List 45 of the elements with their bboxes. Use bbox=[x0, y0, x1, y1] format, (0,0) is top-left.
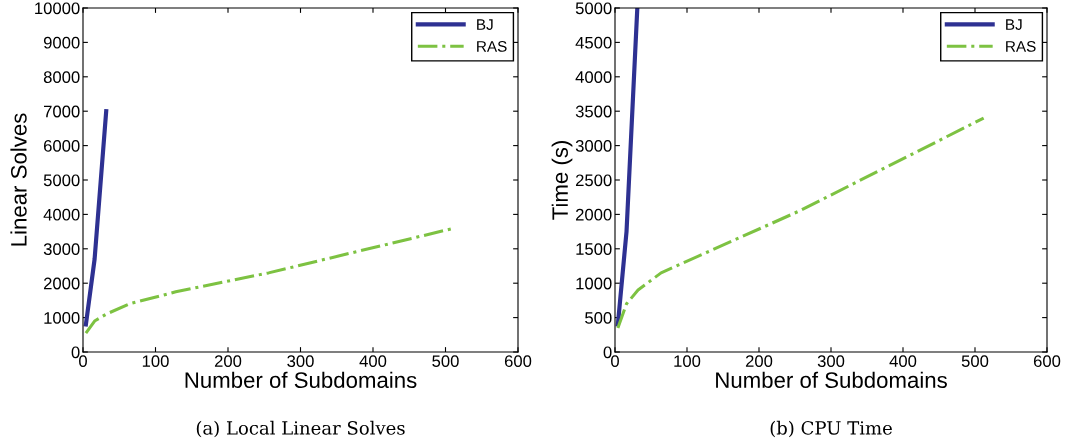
y-tick-label: 4000 bbox=[575, 71, 612, 83]
x-tick-label: 100 bbox=[142, 355, 169, 368]
y-tick-label: 5000 bbox=[575, 2, 612, 15]
y-tick-label: 3500 bbox=[575, 105, 612, 118]
y-tick-label: 2000 bbox=[43, 277, 80, 290]
line-series bbox=[616, 116, 986, 330]
text: (b) CPU Time bbox=[770, 420, 892, 438]
y-axis-title: Linear Solves bbox=[10, 113, 27, 246]
y-tick-label: 0 bbox=[71, 346, 80, 359]
y-axis-title: Time (s) bbox=[551, 141, 573, 220]
y-tick-label: 1000 bbox=[576, 277, 612, 290]
x-tick-label: 300 bbox=[287, 355, 314, 368]
x-tick-label: 400 bbox=[359, 355, 387, 368]
y-tick-label: 6000 bbox=[44, 140, 80, 152]
x-tick-label: 500 bbox=[432, 355, 459, 368]
x-tick-label: 200 bbox=[214, 355, 242, 368]
y-tick-label: 3000 bbox=[43, 243, 80, 255]
x-tick-label: 300 bbox=[817, 355, 845, 368]
text: (a) Local Linear Solves bbox=[196, 420, 405, 438]
y-tick-label: 500 bbox=[585, 312, 612, 324]
x-axis-title: Number of Subdomains bbox=[185, 371, 417, 389]
x-tick-label: 200 bbox=[745, 355, 773, 368]
x-tick-label: 400 bbox=[889, 355, 917, 368]
x-tick-label: 600 bbox=[504, 355, 532, 368]
x-axis-title: Number of Subdomains bbox=[716, 371, 947, 389]
legend-label: BJ bbox=[477, 19, 493, 30]
legend-label: RAS bbox=[477, 40, 507, 52]
x-tick-label: 600 bbox=[1033, 355, 1061, 368]
x-tick-label: 100 bbox=[674, 355, 701, 368]
y-tick-label: 4500 bbox=[575, 36, 612, 49]
y-tick-label: 9000 bbox=[43, 36, 80, 49]
y-tick-label: 4000 bbox=[43, 208, 80, 221]
y-tick-label: 1500 bbox=[576, 243, 612, 255]
y-tick-label: 2000 bbox=[575, 208, 612, 221]
legend-label: RAS bbox=[1006, 40, 1036, 52]
x-tick-label: 500 bbox=[961, 355, 989, 368]
y-tick-label: 3000 bbox=[575, 140, 612, 152]
y-tick-label: 2500 bbox=[575, 174, 612, 187]
y-tick-label: 7000 bbox=[44, 105, 80, 118]
y-tick-label: 0 bbox=[603, 346, 612, 359]
y-tick-label: 5000 bbox=[43, 174, 80, 187]
legend-label: BJ bbox=[1006, 19, 1022, 30]
y-tick-label: 8000 bbox=[43, 71, 80, 83]
y-tick-label: 1000 bbox=[44, 312, 80, 324]
y-tick-label: 10000 bbox=[35, 2, 80, 15]
